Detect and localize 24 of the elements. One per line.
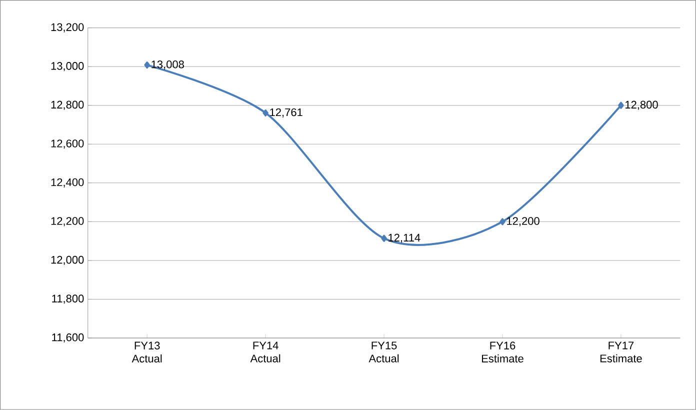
x-tick-label: FY13 Actual (132, 342, 162, 363)
data-label: 12,761 (270, 108, 302, 118)
y-tick-label: 13,200 (51, 23, 84, 32)
point (500, 218, 506, 226)
point (144, 62, 150, 69)
data-label: 12,800 (626, 100, 658, 110)
y-tick-label: 12,400 (51, 178, 84, 188)
y-tick-label: 11,800 (52, 294, 84, 304)
y-tick-label: 12,200 (51, 217, 84, 226)
data-label: 13,008 (152, 60, 184, 70)
data-label: 12,114 (388, 234, 420, 243)
point (381, 234, 387, 242)
data-label: 12,200 (507, 217, 540, 226)
x-tick-label: FY16 Estimate (482, 342, 524, 363)
point (262, 109, 268, 116)
x-tick-label: FY17 Estimate (600, 342, 642, 362)
y-tick-label: 12,800 (51, 100, 84, 110)
x-tick-label: FY14 Actual (250, 342, 280, 362)
y-tick-label: 11,600 (52, 334, 84, 343)
x-tick-label: FY15 Actual (368, 342, 399, 362)
y-tick-label: 13,000 (51, 62, 84, 72)
y-tick-label: 12,000 (51, 256, 84, 266)
point (618, 102, 624, 109)
y-tick-label: 12,600 (51, 140, 84, 149)
